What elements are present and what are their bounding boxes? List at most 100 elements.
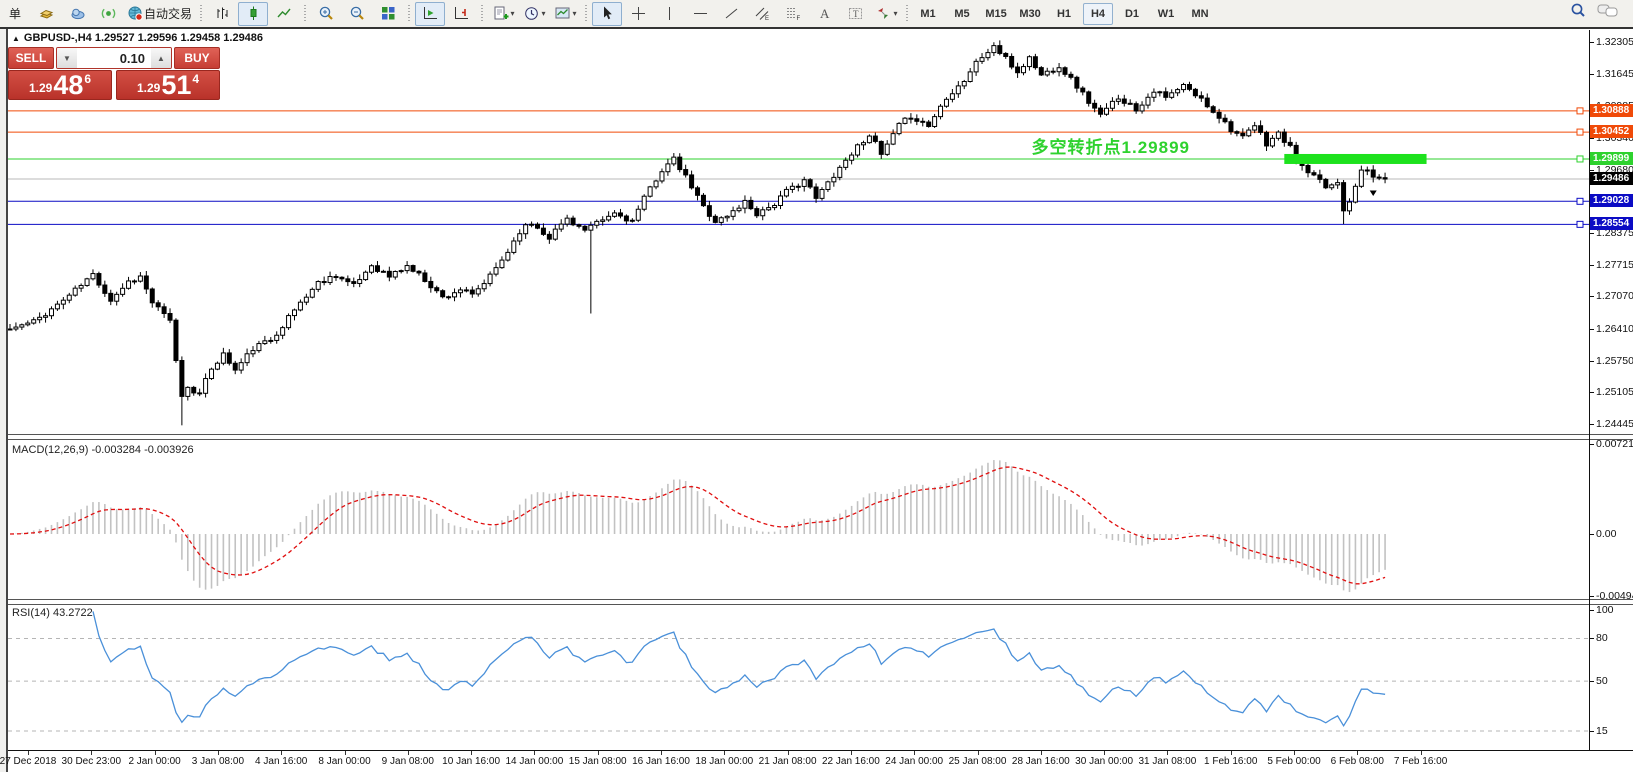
time-label: 22 Jan 16:00: [821, 756, 880, 767]
zoom-in-button[interactable]: [311, 2, 341, 26]
time-label: 5 Feb 00:00: [1267, 756, 1321, 767]
sell-button[interactable]: SELL: [8, 47, 54, 69]
time-label: 16 Jan 16:00: [632, 756, 690, 767]
volume-increase-button[interactable]: ▲: [151, 48, 171, 68]
candlestick-chart-button[interactable]: [238, 1, 269, 26]
pane-separator[interactable]: [8, 604, 1633, 605]
time-tick: [1294, 751, 1295, 755]
timeframe-d1-button[interactable]: D1: [1124, 7, 1140, 20]
macd-histogram: [15, 460, 1386, 593]
pane-separator[interactable]: [8, 439, 1633, 440]
timeframe-m30-button[interactable]: M30: [1019, 7, 1041, 20]
pane-separator[interactable]: [8, 434, 1633, 435]
time-tick: [977, 751, 979, 755]
volume-decrease-button[interactable]: ▼: [57, 48, 77, 68]
timeframe-m1-button[interactable]: M1: [920, 7, 936, 20]
price-axis[interactable]: 1.323051.316451.309851.303401.296801.290…: [1589, 30, 1633, 750]
dropdown-caret-icon[interactable]: ▾: [572, 9, 577, 18]
arrows-button[interactable]: ▾: [871, 2, 901, 26]
indicators-button[interactable]: ▾: [488, 2, 518, 26]
chart-window-top-border: [0, 27, 1633, 29]
timeframe-h4-button[interactable]: H4: [1083, 2, 1114, 25]
price-tick-label: 1.32305: [1596, 36, 1633, 48]
vertical-line-button[interactable]: [654, 2, 684, 26]
horizontal-line-button[interactable]: [685, 2, 715, 26]
time-label: 27 Dec 2018: [0, 756, 57, 767]
bar-chart-button[interactable]: [207, 2, 237, 26]
volume-input[interactable]: [77, 48, 151, 68]
trendline-button[interactable]: [716, 2, 746, 26]
collapse-triangle-icon[interactable]: ▲: [12, 34, 20, 43]
macd-indicator-pane[interactable]: [8, 441, 1589, 598]
autotrading-button[interactable]: 自动交易: [124, 2, 195, 26]
text-button[interactable]: A: [809, 2, 839, 26]
buy-price-button[interactable]: 1.29 51 4: [116, 70, 220, 100]
toolbar-grip[interactable]: [302, 4, 309, 23]
sell-price-button[interactable]: 1.29 48 6: [8, 70, 112, 100]
text-label-button[interactable]: T: [840, 2, 870, 26]
timeframe-h1-button[interactable]: H1: [1056, 7, 1072, 20]
highlight-zone[interactable]: [1284, 153, 1427, 164]
main-price-chart[interactable]: [8, 30, 1589, 434]
price-tag: 1.29028: [1590, 194, 1633, 208]
level-line-handle[interactable]: [1576, 107, 1584, 115]
dropdown-caret-icon[interactable]: ▾: [541, 9, 546, 18]
timeframe-m15-button[interactable]: M15: [985, 7, 1007, 20]
down-arrow-marker[interactable]: [1369, 190, 1377, 197]
level-line-handle[interactable]: [1576, 128, 1584, 136]
signals-button[interactable]: [93, 2, 123, 26]
tile-windows-icon: [380, 5, 397, 22]
buy-button[interactable]: BUY: [174, 47, 220, 69]
time-label: 10 Jan 16:00: [442, 756, 501, 767]
timeframe-mn-button[interactable]: MN: [1191, 7, 1209, 20]
svg-text:T: T: [853, 9, 859, 19]
navigator-button[interactable]: [62, 2, 92, 26]
templates-button[interactable]: ▾: [550, 2, 580, 26]
level-line-handle[interactable]: [1576, 155, 1584, 163]
axis-tick: [1590, 169, 1594, 171]
zoom-out-icon: [349, 5, 366, 22]
toolbar-grip[interactable]: [406, 4, 413, 23]
bid-pip-digit: 6: [84, 72, 92, 86]
fibonacci-button[interactable]: F: [778, 2, 808, 26]
zoom-out-button[interactable]: [342, 2, 372, 26]
periods-button[interactable]: ▾: [519, 2, 549, 26]
toolbar-grip[interactable]: [583, 4, 590, 23]
chat-icon[interactable]: [1597, 2, 1619, 25]
toolbar-grip[interactable]: [904, 4, 911, 23]
ask-big-digits: 51: [161, 70, 192, 100]
chart-shift-button[interactable]: [446, 2, 476, 26]
time-axis[interactable]: 27 Dec 2018 30 Dec 23:00 2 Jan 00:00 3 Jan …: [0, 750, 1633, 772]
equidistant-channel-button[interactable]: E: [747, 2, 777, 26]
rsi-line: [92, 611, 1386, 728]
search-icon[interactable]: [1569, 2, 1587, 25]
auto-scroll-button[interactable]: [415, 1, 446, 26]
pane-separator[interactable]: [8, 599, 1633, 600]
dropdown-caret-icon[interactable]: ▾: [893, 9, 898, 18]
timeframe-m5-button[interactable]: M5: [954, 7, 970, 20]
vertical-line-icon: [661, 5, 678, 22]
time-tick: [344, 751, 346, 755]
toolbar-grip[interactable]: [198, 4, 205, 23]
market-watch-button[interactable]: [31, 2, 61, 26]
timeframe-w1-button[interactable]: W1: [1157, 7, 1175, 20]
buy-button-label: BUY: [184, 51, 210, 65]
time-tick: [91, 751, 93, 755]
toolbar-grip[interactable]: [479, 4, 486, 23]
rsi-indicator-pane[interactable]: [8, 605, 1589, 750]
dropdown-caret-icon[interactable]: ▾: [510, 9, 515, 18]
time-tick: [724, 751, 726, 755]
price-tick-label: 1.31645: [1596, 68, 1633, 81]
time-label: 6 Feb 08:00: [1330, 756, 1384, 767]
crosshair-button[interactable]: [623, 2, 653, 26]
equidistant-channel-icon: E: [754, 5, 771, 22]
tile-windows-button[interactable]: [373, 2, 403, 26]
line-chart-button[interactable]: [269, 2, 299, 26]
time-tick: [407, 751, 409, 755]
new-order-button[interactable]: 单: [0, 2, 30, 26]
cursor-button[interactable]: [592, 1, 623, 26]
level-line-handle[interactable]: [1576, 197, 1584, 205]
level-line-handle[interactable]: [1576, 220, 1584, 228]
indicators-icon: [492, 5, 509, 22]
chart-annotation-text[interactable]: 多空转折点1.29899: [1031, 138, 1190, 157]
